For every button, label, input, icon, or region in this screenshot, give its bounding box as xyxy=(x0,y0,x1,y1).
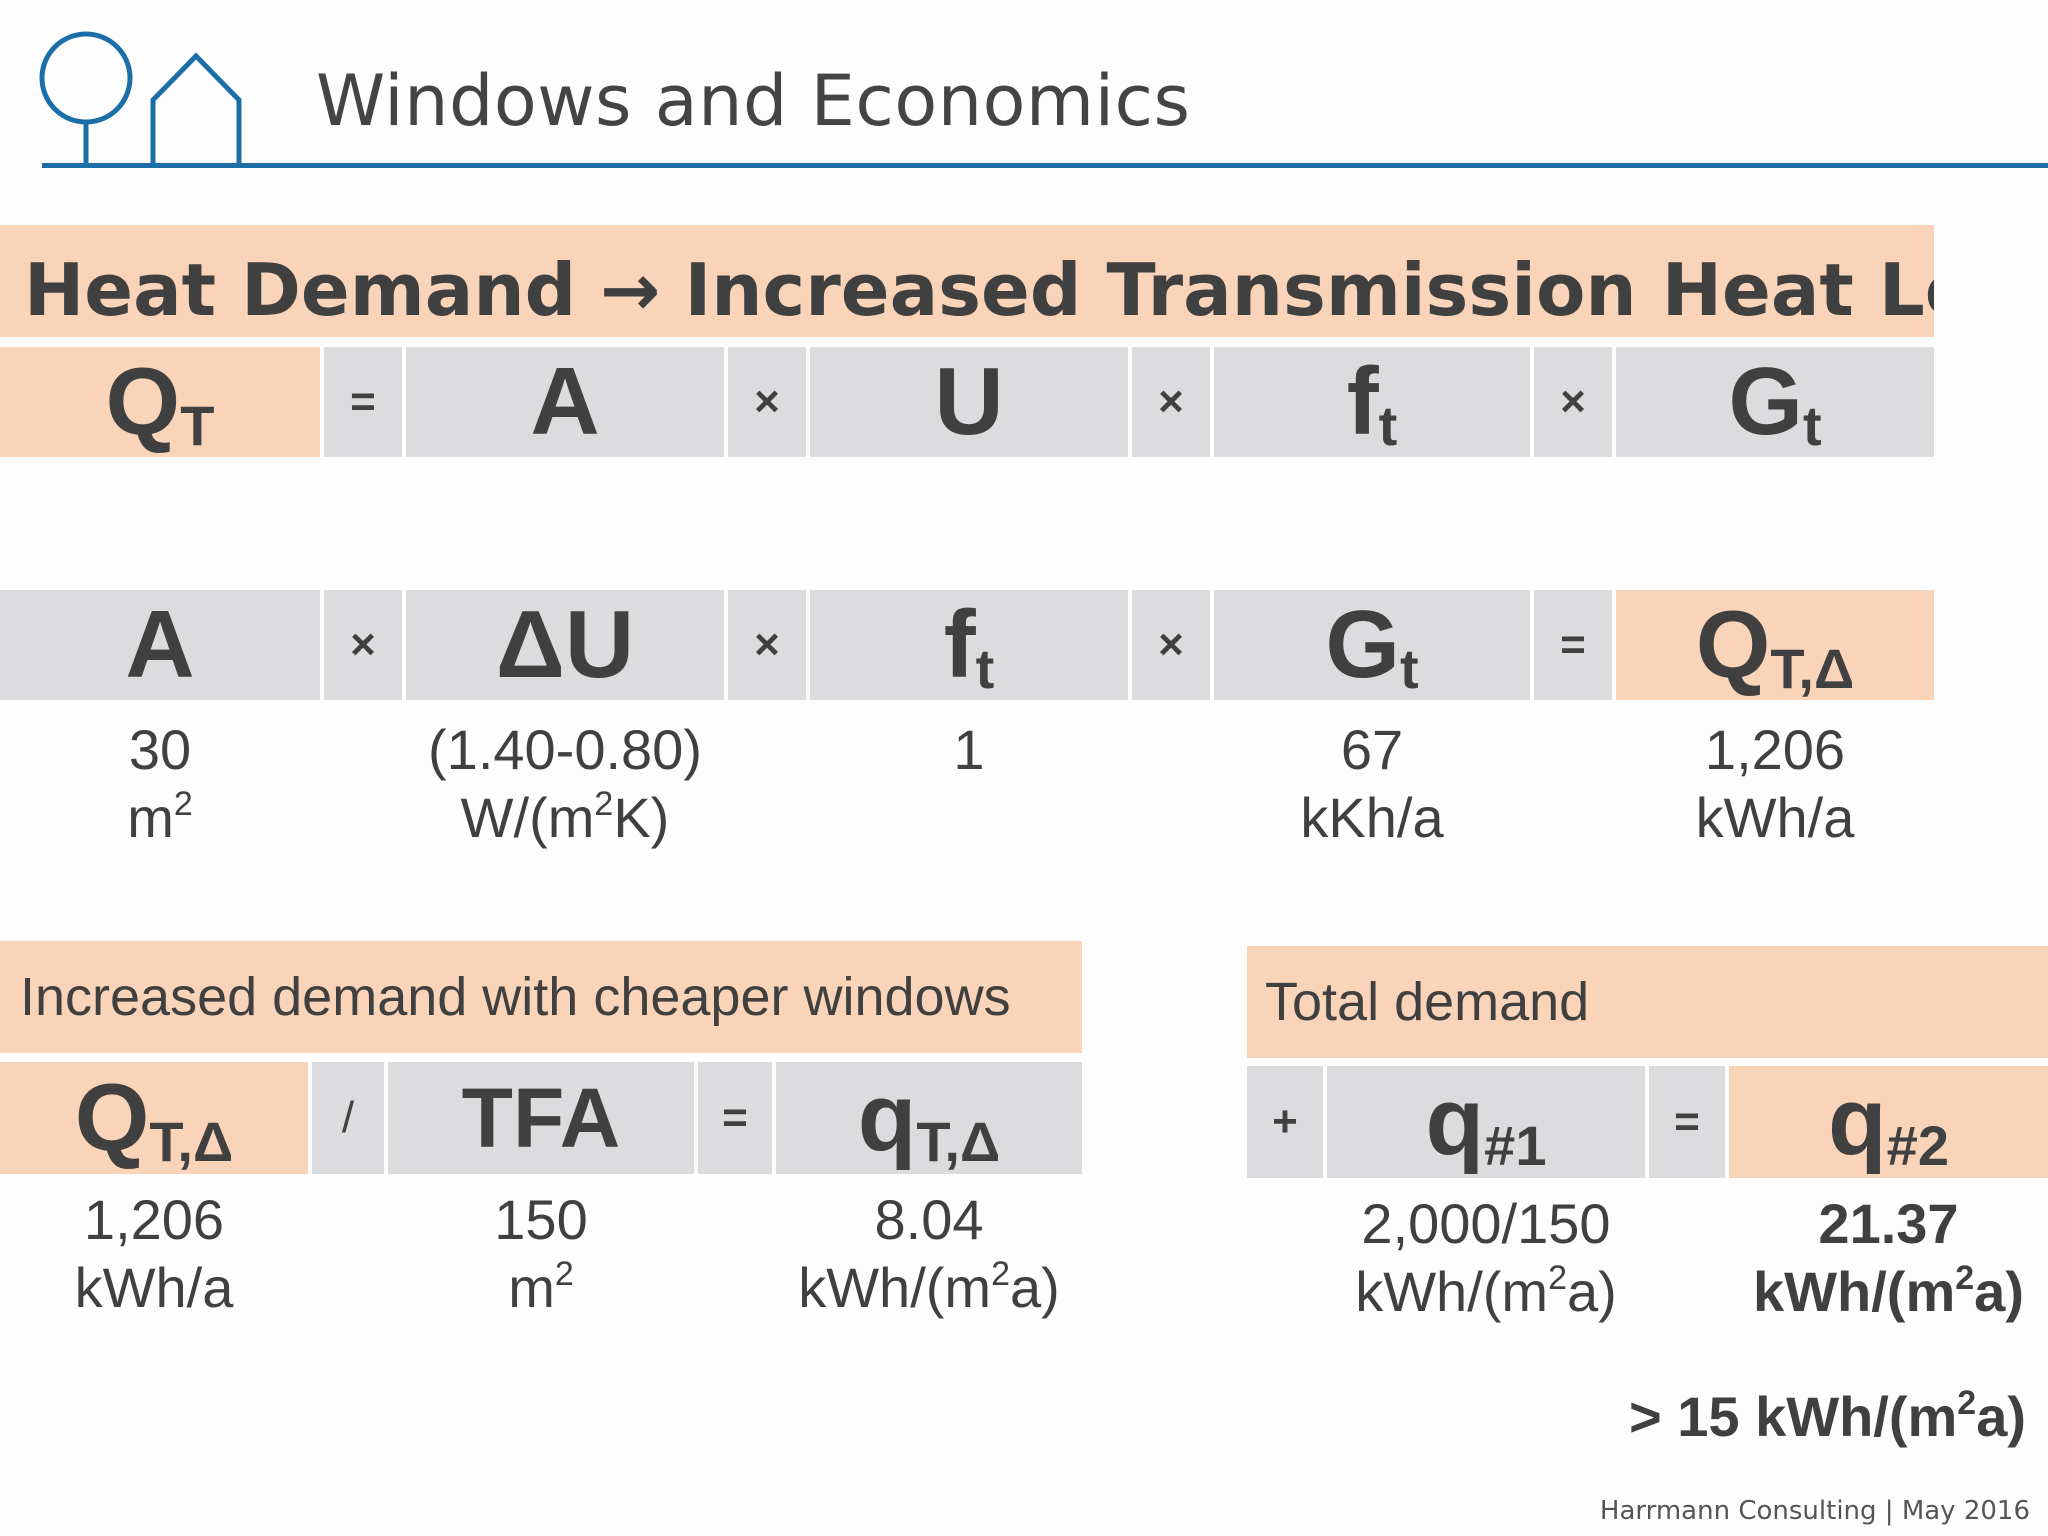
title-divider xyxy=(42,163,2048,168)
delta-times-3: × xyxy=(1132,590,1210,700)
right-arrow-icon: → xyxy=(600,248,661,332)
slide-title: Windows and Economics xyxy=(316,60,1191,142)
delta-a-value: 30 m2 xyxy=(127,718,193,849)
delta-du-value: (1.40-0.80) W/(m2K) xyxy=(428,718,702,849)
total-q2-cell: q #2 xyxy=(1729,1066,2048,1178)
passive-house-threshold: > 15 kWh/(m2a) xyxy=(1628,1384,2026,1448)
formula-u-cell: U xyxy=(810,347,1128,457)
banner-transmission-text: Increased Transmission Heat Losses xyxy=(684,248,1935,332)
increased-demand-banner: Increased demand with cheaper windows xyxy=(0,941,1082,1053)
total-q2-value: 21.37 kWh/(m2a) xyxy=(1753,1192,2024,1323)
formula-times-3: × xyxy=(1534,347,1612,457)
total-demand-banner: Total demand xyxy=(1247,946,2048,1058)
increased-tfa-value: 150 m2 xyxy=(494,1188,588,1319)
increased-divide: / xyxy=(312,1062,384,1174)
increased-result-value: 8.04 kWh/(m2a) xyxy=(798,1188,1060,1319)
formula-times-2: × xyxy=(1132,347,1210,457)
delta-gt-value: 67 kKh/a xyxy=(1300,718,1444,849)
footer-credit: Harrmann Consulting | May 2016 xyxy=(1599,1496,2030,1526)
delta-a-cell: A xyxy=(0,590,320,700)
formula-a-cell: A xyxy=(406,347,724,457)
delta-times-2: × xyxy=(728,590,806,700)
increased-qtd-cell: Q T,Δ xyxy=(0,1062,308,1174)
delta-times-1: × xyxy=(324,590,402,700)
formula-times-1: × xyxy=(728,347,806,457)
heat-demand-banner: Heat Demand → Increased Transmission Hea… xyxy=(0,225,1934,337)
delta-ft-value: 1 xyxy=(953,718,985,781)
delta-qtd-cell: Q T,Δ xyxy=(1616,590,1934,700)
total-plus: + xyxy=(1247,1066,1323,1178)
increased-qtd-value: 1,206 kWh/a xyxy=(74,1188,234,1319)
delta-du-cell: ΔU xyxy=(406,590,724,700)
total-q1-cell: q #1 xyxy=(1327,1066,1645,1178)
increased-qq-cell: q T,Δ xyxy=(776,1062,1082,1174)
increased-tfa-cell: TFA xyxy=(388,1062,694,1174)
total-equals: = xyxy=(1649,1066,1725,1178)
tree-house-logo-icon xyxy=(39,31,242,165)
delta-qtd-value: 1,206 kWh/a xyxy=(1695,718,1855,849)
delta-equals: = xyxy=(1534,590,1612,700)
formula-equals: = xyxy=(324,347,402,457)
increased-equals: = xyxy=(698,1062,772,1174)
banner-heat-demand-text: Heat Demand xyxy=(24,248,577,332)
total-q1-value: 2,000/150 kWh/(m2a) xyxy=(1355,1192,1617,1323)
